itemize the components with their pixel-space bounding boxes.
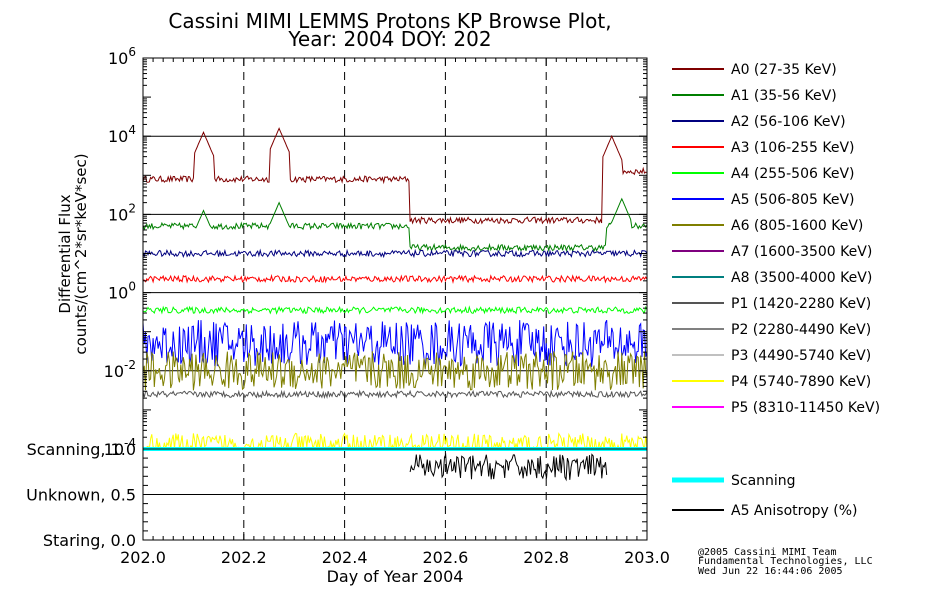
series-line-a3 xyxy=(142,273,648,284)
legend-label: A8 (3500-4000 KeV) xyxy=(731,270,872,286)
legend-label: P2 (2280-4490 KeV) xyxy=(731,322,871,338)
legend-label-lower: Scanning xyxy=(731,473,796,489)
x-tick-label: 202.2 xyxy=(221,548,267,567)
credit-line-2: Fundamental Technologies, LLC xyxy=(698,556,873,567)
lower-y-label: Staring, 0.0 xyxy=(43,531,136,550)
series-line-a6 xyxy=(142,351,648,391)
legend-label: P4 (5740-7890 KeV) xyxy=(731,374,871,390)
x-tick-label: 202.6 xyxy=(422,548,468,567)
series-line-a4 xyxy=(142,305,648,315)
legend-label: A5 (506-805 KeV) xyxy=(731,192,854,208)
legend-label: P1 (1420-2280 KeV) xyxy=(731,296,871,312)
y-axis-label-line2: counts/(cm^2*sr*keV*sec) xyxy=(72,153,90,354)
credit-line-1: @2005 Cassini MIMI Team xyxy=(698,547,837,558)
legend-label: A0 (27-35 KeV) xyxy=(731,62,837,78)
series-line-a0 xyxy=(142,127,648,226)
x-axis-label: Day of Year 2004 xyxy=(327,567,464,586)
x-tick-label: 202.0 xyxy=(120,548,166,567)
y-tick-label: 104 xyxy=(108,123,136,146)
y-tick-label: 106 xyxy=(108,45,136,68)
x-tick-label: 203.0 xyxy=(624,548,670,567)
series-line-p4 xyxy=(142,432,648,451)
y-axis-label-line1: Differential Flux xyxy=(56,194,74,313)
legend-label: P5 (8310-11450 KeV) xyxy=(731,400,880,416)
legend-label: P3 (4490-5740 KeV) xyxy=(731,348,871,364)
upper-panel-frame xyxy=(142,57,648,450)
y-tick-label: 100 xyxy=(108,280,136,303)
y-tick-label: 102 xyxy=(108,201,136,224)
legend-label: A6 (805-1600 KeV) xyxy=(731,218,863,234)
y-tick-label: 10-4 xyxy=(104,436,136,459)
chart-subtitle: Year: 2004 DOY: 202 xyxy=(288,27,492,51)
legend-label: A4 (255-506 KeV) xyxy=(731,166,854,182)
legend-label-lower: A5 Anisotropy (%) xyxy=(731,503,858,519)
series-line-a2 xyxy=(142,248,648,259)
y-tick-label: 10-2 xyxy=(104,358,136,381)
lower-y-label: Scanning, 1.0 xyxy=(27,440,136,459)
legend-label: A2 (56-106 KeV) xyxy=(731,114,846,130)
legend-label: A3 (106-255 KeV) xyxy=(731,140,854,156)
lower-y-label: Unknown, 0.5 xyxy=(26,486,136,505)
chart-title: Cassini MIMI LEMMS Protons KP Browse Plo… xyxy=(168,9,612,33)
legend-label: A1 (35-56 KeV) xyxy=(731,88,837,104)
anisotropy-line xyxy=(409,452,608,482)
legend-label: A7 (1600-3500 KeV) xyxy=(731,244,872,260)
x-tick-label: 202.8 xyxy=(523,548,569,567)
x-tick-label: 202.4 xyxy=(322,548,368,567)
series-line-p1 xyxy=(142,389,648,400)
credit-line-3: Wed Jun 22 16:44:06 2005 xyxy=(698,566,843,577)
series-line-a1 xyxy=(142,197,648,253)
series-line-a5 xyxy=(142,319,648,367)
